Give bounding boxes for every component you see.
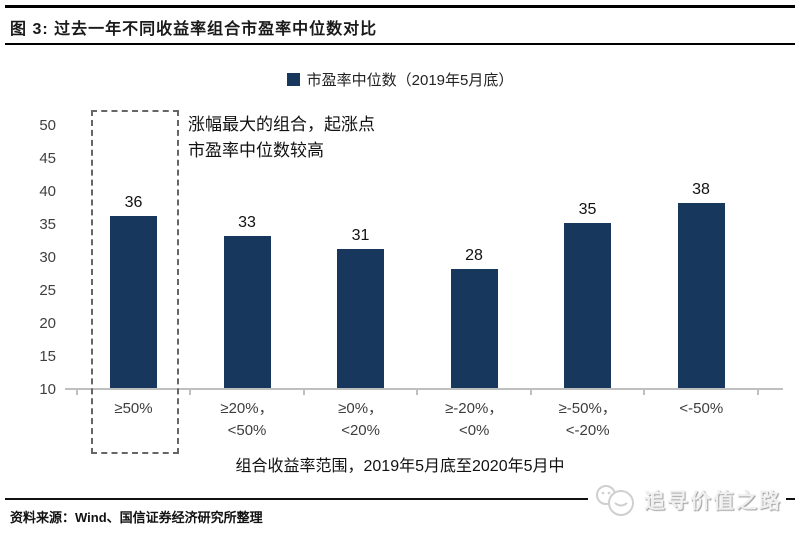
- x-label-line: ≥50%: [114, 400, 153, 417]
- x-label-line: ≥20%，: [220, 400, 274, 417]
- legend-label: 市盈率中位数（2019年5月底）: [306, 72, 514, 89]
- x-axis-tick-label: ≥50%: [77, 398, 191, 420]
- y-axis-label: 15: [39, 348, 56, 365]
- bottom-border-rule: [5, 498, 795, 500]
- bar-group: 33: [223, 214, 271, 388]
- top-border-rule: [5, 5, 795, 8]
- axis-tick-mark: [416, 389, 418, 395]
- axis-tick-mark: [303, 389, 305, 395]
- source-note: 资料来源：Wind、国信证券经济研究所整理: [10, 510, 263, 525]
- annotation-line2: 市盈率中位数较高: [188, 141, 324, 160]
- x-axis-title: 组合收益率范围，2019年5月底至2020年5月中: [235, 458, 565, 475]
- axis-tick-mark: [76, 389, 78, 395]
- y-axis-label: 40: [39, 183, 56, 200]
- x-label-line: <20%: [341, 422, 380, 439]
- bar-value-label: 28: [465, 247, 483, 265]
- watermark: 追寻价值之路: [588, 482, 786, 518]
- axis-tick-mark: [757, 389, 759, 395]
- y-axis-label: 35: [39, 216, 56, 233]
- axis-tick-mark: [189, 389, 191, 395]
- x-axis-tick-label: <-50%: [644, 398, 758, 420]
- bar-value-label: 35: [578, 201, 597, 218]
- bar-group: 31: [337, 227, 384, 388]
- x-label-line: <-20%: [565, 422, 610, 439]
- x-axis-tick-label: ≥-50%， <-20%: [531, 398, 645, 442]
- bar-value-label: 38: [692, 181, 710, 199]
- title-separator-rule: [5, 43, 795, 45]
- y-axis-label: 30: [39, 249, 56, 266]
- watermark-logo-icon: [596, 485, 634, 516]
- x-axis-tick-label: ≥-20%， <0%: [417, 398, 531, 442]
- y-axis-label: 45: [39, 150, 56, 167]
- bar: [337, 249, 384, 388]
- x-label-line: <-50%: [679, 400, 724, 417]
- x-axis-line: [65, 388, 783, 390]
- bar: [564, 223, 611, 388]
- x-axis-tick-label: ≥0%， <20%: [304, 398, 418, 442]
- bar: [110, 216, 157, 388]
- x-label-line: ≥-20%，: [445, 400, 504, 417]
- dashed-highlight-box: [91, 110, 179, 454]
- x-label-line: ≥-50%，: [558, 400, 617, 417]
- x-label-line: <0%: [458, 422, 490, 439]
- axis-tick-mark: [643, 389, 645, 395]
- legend-marker-icon: [286, 73, 300, 86]
- bar-value-label: 33: [238, 214, 256, 232]
- watermark-text: 追寻价值之路: [644, 490, 782, 513]
- y-axis-label: 10: [39, 381, 56, 398]
- figure-title: 图 3: 过去一年不同收益率组合市盈率中位数对比: [10, 21, 378, 38]
- bar-group: 28: [450, 247, 498, 388]
- bar-group: 36: [110, 194, 157, 388]
- y-axis-label: 20: [39, 315, 56, 332]
- bar: [223, 236, 271, 388]
- bar-value-label: 36: [124, 194, 143, 212]
- annotation-line1: 涨幅最大的组合，起涨点: [188, 115, 375, 134]
- bar-group: 35: [564, 201, 611, 388]
- y-axis-label: 25: [39, 282, 56, 299]
- x-label-line: <50%: [227, 422, 267, 439]
- bar: [677, 203, 725, 388]
- bar-group: 38: [677, 181, 725, 388]
- y-axis-label: 50: [39, 117, 56, 134]
- bar-value-label: 31: [351, 227, 370, 245]
- bar: [450, 269, 498, 388]
- x-axis-tick-label: ≥20%， <50%: [190, 398, 304, 442]
- annotation-text: 涨幅最大的组合，起涨点 市盈率中位数较高: [188, 112, 375, 164]
- chart-legend: 市盈率中位数（2019年5月底）: [0, 69, 800, 90]
- x-label-line: ≥0%，: [338, 400, 384, 417]
- axis-tick-mark: [530, 389, 532, 395]
